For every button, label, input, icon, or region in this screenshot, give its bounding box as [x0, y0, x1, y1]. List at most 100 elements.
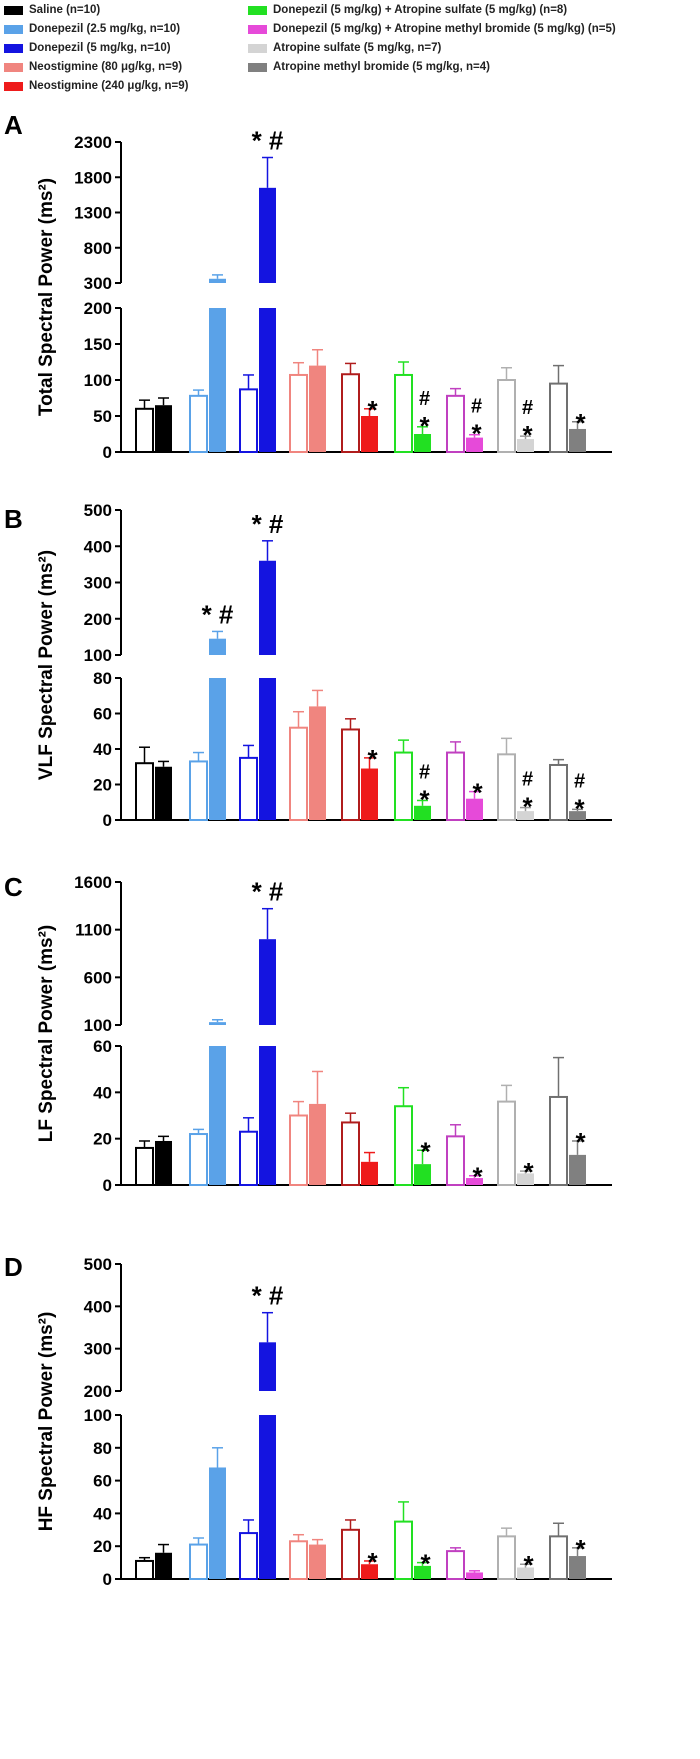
y-tick-label: 300 [84, 274, 112, 293]
y-tick-label: 100 [84, 1016, 112, 1035]
legend-item: Donepezil (5 mg/kg) + Atropine methyl br… [248, 21, 616, 37]
legend-label: Atropine methyl bromide (5 mg/kg, n=4) [273, 61, 490, 73]
y-tick-label: 2300 [74, 133, 112, 152]
y-tick-label: 300 [84, 1340, 112, 1359]
y-tick-label: 60 [93, 1037, 112, 1056]
legend-swatch [4, 5, 23, 15]
bar-filled-lower [259, 1415, 276, 1579]
bar-open [189, 394, 208, 453]
bar-open [239, 756, 258, 821]
significance-mark: * [367, 744, 378, 774]
bar-filled [517, 1567, 534, 1579]
bar-filled [569, 811, 586, 820]
bar-filled-lower [209, 308, 226, 452]
significance-mark: * [367, 395, 378, 425]
legend-item: Atropine sulfate (5 mg/kg, n=7) [248, 40, 441, 56]
significance-mark: * # [252, 1281, 284, 1311]
bar-filled [309, 1103, 326, 1185]
significance-mark: * # [252, 509, 284, 539]
y-tick-label: 40 [93, 1083, 112, 1102]
y-tick-label: 20 [93, 776, 112, 795]
bar-open [189, 1543, 208, 1581]
bar-filled [466, 1572, 483, 1579]
bar-filled-upper [259, 939, 276, 1025]
bar-filled [466, 437, 483, 452]
significance-mark: * [575, 1127, 586, 1157]
bar-filled-upper [259, 560, 276, 655]
bar-filled-upper [259, 1342, 276, 1391]
panel-letter: D [4, 1252, 23, 1282]
panel-c: C LF Spectral Power (ms²) 0 20 40 60 100 600 110… [4, 872, 612, 1195]
bar-open [497, 1535, 516, 1580]
significance-mark: * [575, 408, 586, 438]
y-tick-label: 400 [84, 1297, 112, 1316]
significance-mark: * [420, 1136, 431, 1166]
significance-mark: * [523, 1550, 534, 1580]
legend-label: Saline (n=10) [29, 4, 101, 16]
bar-open [289, 1114, 308, 1186]
bar-open [135, 1146, 154, 1187]
legend: Saline (n=10) Donepezil (2.5 mg/kg, n=10… [0, 0, 700, 100]
bar-open [341, 1528, 360, 1581]
y-tick-label: 1800 [74, 168, 112, 187]
bar-filled [517, 1173, 534, 1185]
y-tick-label: 0 [103, 443, 112, 462]
bar-open [341, 1121, 360, 1186]
legend-label: Donepezil (2.5 mg/kg, n=10) [29, 23, 181, 35]
significance-mark: # [522, 397, 533, 419]
bar-filled [155, 766, 172, 820]
significance-mark: * # [252, 877, 284, 907]
bar-filled-lower [259, 308, 276, 452]
y-tick-label: 200 [84, 299, 112, 318]
bar-open [394, 1520, 413, 1580]
bar-filled [361, 768, 378, 820]
bar-filled [209, 1467, 226, 1579]
significance-mark: # [574, 770, 585, 792]
significance-mark: # [419, 388, 430, 410]
y-tick-label: 200 [84, 1382, 112, 1401]
y-axis-label: Total Spectral Power (ms²) [36, 178, 57, 416]
bar-filled [309, 1544, 326, 1579]
bar-filled [414, 1565, 431, 1579]
bar-filled [309, 365, 326, 452]
significance-mark: * [472, 778, 483, 808]
significance-mark: # [522, 769, 533, 791]
panel-letter: C [4, 872, 23, 902]
y-tick-label: 600 [84, 968, 112, 987]
y-tick-label: 0 [103, 1176, 112, 1195]
legend-item: Donepezil (5 mg/kg, n=10) [4, 40, 171, 56]
bar-filled [569, 1154, 586, 1185]
y-tick-label: 100 [84, 371, 112, 390]
panel-a: A Total Spectral Power (ms²) 0 50 100 150 200 3… [4, 110, 612, 462]
bar-filled [414, 805, 431, 820]
legend-item: Donepezil (5 mg/kg) + Atropine sulfate (… [248, 2, 567, 18]
significance-mark: * # [202, 599, 234, 629]
significance-mark: # [471, 396, 482, 418]
legend-swatch [4, 62, 23, 72]
significance-mark: * [522, 792, 533, 822]
y-tick-label: 300 [84, 574, 112, 593]
y-tick-label: 80 [93, 669, 112, 688]
bar-filled [466, 798, 483, 820]
bar-open [189, 1133, 208, 1186]
bar-open [394, 1105, 413, 1186]
bar-filled [414, 1164, 431, 1185]
panel-d: D HF Spectral Power (ms²) 0 20 40 60 80 100 200 3… [4, 1252, 612, 1589]
significance-mark: * [367, 1547, 378, 1577]
y-axis-label: LF Spectral Power (ms²) [36, 925, 57, 1143]
y-tick-label: 500 [84, 1255, 112, 1274]
bar-open [341, 728, 360, 821]
y-tick-label: 1100 [75, 921, 112, 940]
significance-mark: * [574, 793, 585, 823]
legend-item: Atropine methyl bromide (5 mg/kg, n=4) [248, 59, 490, 75]
y-tick-label: 500 [84, 501, 112, 520]
legend-swatch [248, 43, 267, 53]
legend-label: Donepezil (5 mg/kg, n=10) [29, 42, 171, 54]
bar-open [135, 1559, 154, 1580]
significance-mark: # [419, 761, 430, 783]
bar-open [549, 763, 568, 821]
y-tick-label: 40 [93, 740, 112, 759]
y-tick-label: 1300 [74, 204, 112, 223]
bar-filled-upper [209, 1022, 226, 1025]
